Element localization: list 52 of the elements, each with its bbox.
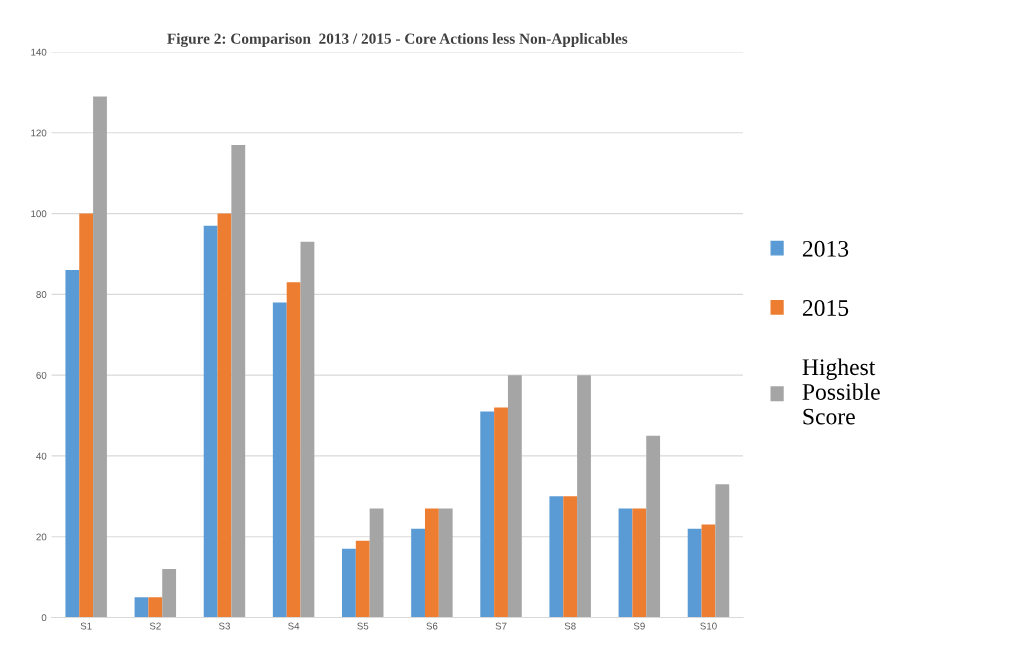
bar bbox=[549, 496, 564, 618]
bar bbox=[715, 484, 730, 618]
bar bbox=[300, 241, 315, 618]
y-tick-label: 60 bbox=[36, 371, 47, 379]
x-tick-label: S9 bbox=[633, 622, 645, 630]
x-tick-label: S4 bbox=[288, 622, 300, 630]
bar bbox=[203, 225, 218, 618]
bar bbox=[148, 597, 163, 618]
legend-label: Highest Possible Score bbox=[802, 358, 880, 425]
x-tick-label: S6 bbox=[426, 622, 438, 630]
y-tick-label: 80 bbox=[36, 291, 47, 298]
y-tick-label: 40 bbox=[36, 452, 47, 460]
legend-label: 2015 bbox=[802, 300, 849, 316]
x-tick-label: S1 bbox=[80, 622, 92, 630]
bar bbox=[217, 213, 232, 618]
bar bbox=[134, 597, 149, 618]
bar bbox=[563, 496, 578, 618]
bar bbox=[438, 508, 453, 618]
y-tick-label: 0 bbox=[41, 614, 47, 622]
bar bbox=[618, 508, 633, 618]
bar bbox=[272, 302, 287, 618]
bar bbox=[632, 508, 647, 618]
y-tick-label: 140 bbox=[31, 48, 47, 56]
x-tick-label: S10 bbox=[700, 622, 717, 630]
x-tick-label: S3 bbox=[218, 622, 230, 630]
y-tick-label: 100 bbox=[31, 210, 47, 218]
bar bbox=[507, 375, 522, 618]
bar bbox=[424, 508, 439, 618]
x-tick-label: S7 bbox=[495, 622, 507, 630]
chart-title: Figure 2: Comparison 2013 / 2015 - Core Actions less Non-Applicables bbox=[167, 33, 628, 48]
bar bbox=[65, 270, 80, 618]
bar bbox=[355, 540, 370, 618]
bar bbox=[231, 144, 246, 618]
bar bbox=[577, 375, 591, 618]
x-tick-label: S5 bbox=[357, 622, 369, 630]
bar bbox=[342, 548, 356, 618]
x-tick-label: S8 bbox=[564, 622, 576, 630]
y-tick-label: 20 bbox=[36, 533, 47, 541]
bar bbox=[162, 569, 177, 618]
bar bbox=[687, 528, 702, 618]
bar bbox=[79, 213, 94, 618]
x-tick-label: S2 bbox=[149, 622, 161, 630]
bar bbox=[494, 407, 508, 618]
bar bbox=[480, 411, 495, 618]
y-tick-label: 120 bbox=[31, 129, 47, 137]
bar bbox=[646, 435, 661, 618]
legend-label: 2013 bbox=[802, 240, 849, 257]
bar bbox=[93, 96, 107, 618]
bar bbox=[411, 528, 425, 618]
bar bbox=[701, 524, 716, 618]
bar bbox=[286, 282, 301, 618]
bar bbox=[369, 508, 384, 618]
